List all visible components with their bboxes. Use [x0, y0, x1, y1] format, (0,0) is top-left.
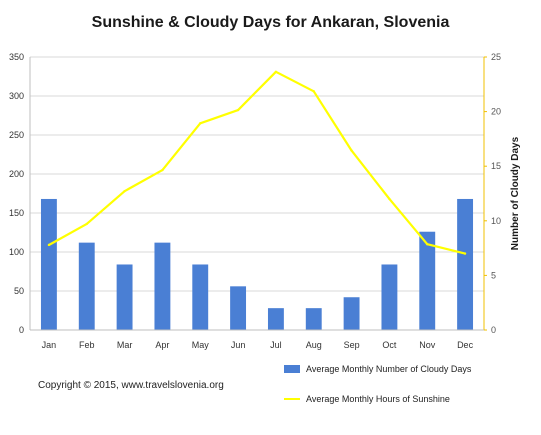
y-left-tick-label: 100 — [9, 247, 24, 257]
sunshine-point — [161, 168, 164, 172]
y-left-tick-label: 300 — [9, 91, 24, 101]
x-tick-label: Apr — [155, 340, 169, 350]
x-tick-label: Nov — [419, 340, 436, 350]
sunshine-point — [85, 222, 88, 226]
bar-cloudy-days — [40, 198, 57, 330]
copyright-text: Copyright © 2015, www.travelslovenia.org — [38, 380, 224, 391]
sunshine-point — [463, 252, 467, 255]
bar-cloudy-days — [381, 264, 398, 330]
y-right-tick-label: 10 — [491, 216, 501, 226]
sunshine-series-line — [48, 70, 466, 255]
legend-item-sunshine: Average Monthly Hours of Sunshine — [284, 392, 450, 406]
legend-swatch-bar — [284, 365, 300, 373]
x-tick-label: Oct — [382, 340, 397, 350]
y-right-tick-label: 0 — [491, 325, 496, 335]
cloudy-days-bars — [40, 198, 474, 330]
legend-swatch-line — [284, 398, 300, 400]
y-right-axis-title: Number of Cloudy Days — [510, 136, 521, 250]
bar-cloudy-days — [230, 286, 247, 330]
y-left-tick-label: 0 — [19, 325, 24, 335]
chart-title: Sunshine & Cloudy Days for Ankaran, Slov… — [91, 14, 450, 31]
bar-cloudy-days — [419, 231, 436, 330]
y-right-tick-label: 25 — [491, 52, 501, 62]
bar-cloudy-days — [343, 297, 360, 330]
y-left-tick-label: 200 — [9, 169, 24, 179]
x-tick-label: Dec — [457, 340, 474, 350]
bar-cloudy-days — [116, 264, 133, 330]
y-left-tick-label: 350 — [9, 52, 24, 62]
legend-label-sunshine: Average Monthly Hours of Sunshine — [306, 394, 450, 404]
y-left-tick-label: 150 — [9, 208, 24, 218]
bar-cloudy-days — [305, 308, 322, 330]
x-tick-label: Mar — [117, 340, 133, 350]
x-tick-label: May — [192, 340, 210, 350]
y-left-tick-label: 50 — [14, 286, 24, 296]
axes: 0 50 100 150 200 250 300 350 0 5 10 15 20 25 Number of… — [9, 52, 521, 350]
sunshine-point — [426, 243, 429, 246]
x-tick-label: Jul — [270, 340, 282, 350]
bar-cloudy-days — [457, 198, 474, 330]
sunshine-point — [312, 90, 315, 93]
sunshine-point — [274, 70, 278, 74]
x-tick-label: Aug — [306, 340, 322, 350]
legend-label-cloudy-days: Average Monthly Number of Cloudy Days — [306, 364, 472, 374]
bar-cloudy-days — [154, 242, 171, 330]
y-right-tick-label: 20 — [491, 107, 501, 117]
x-tick-label: Jun — [231, 340, 246, 350]
sunshine-line — [47, 70, 467, 255]
x-tick-label: Jan — [42, 340, 57, 350]
x-tick-label: Feb — [79, 340, 95, 350]
sunshine-point — [123, 189, 126, 193]
legend-item-cloudy-days: Average Monthly Number of Cloudy Days — [284, 362, 471, 376]
sunshine-point — [47, 243, 51, 247]
y-left-tick-label: 250 — [9, 130, 24, 140]
bar-cloudy-days — [192, 264, 209, 330]
y-right-tick-label: 5 — [491, 270, 496, 280]
y-right-tick-label: 15 — [491, 161, 501, 171]
sunshine-point — [350, 149, 353, 152]
sunshine-point — [199, 122, 202, 125]
gridlines — [30, 56, 484, 331]
sunshine-point — [236, 108, 240, 112]
bar-cloudy-days — [78, 242, 95, 330]
x-tick-label: Sep — [344, 340, 360, 350]
bar-cloudy-days — [267, 308, 284, 330]
sunshine-point — [388, 197, 391, 201]
